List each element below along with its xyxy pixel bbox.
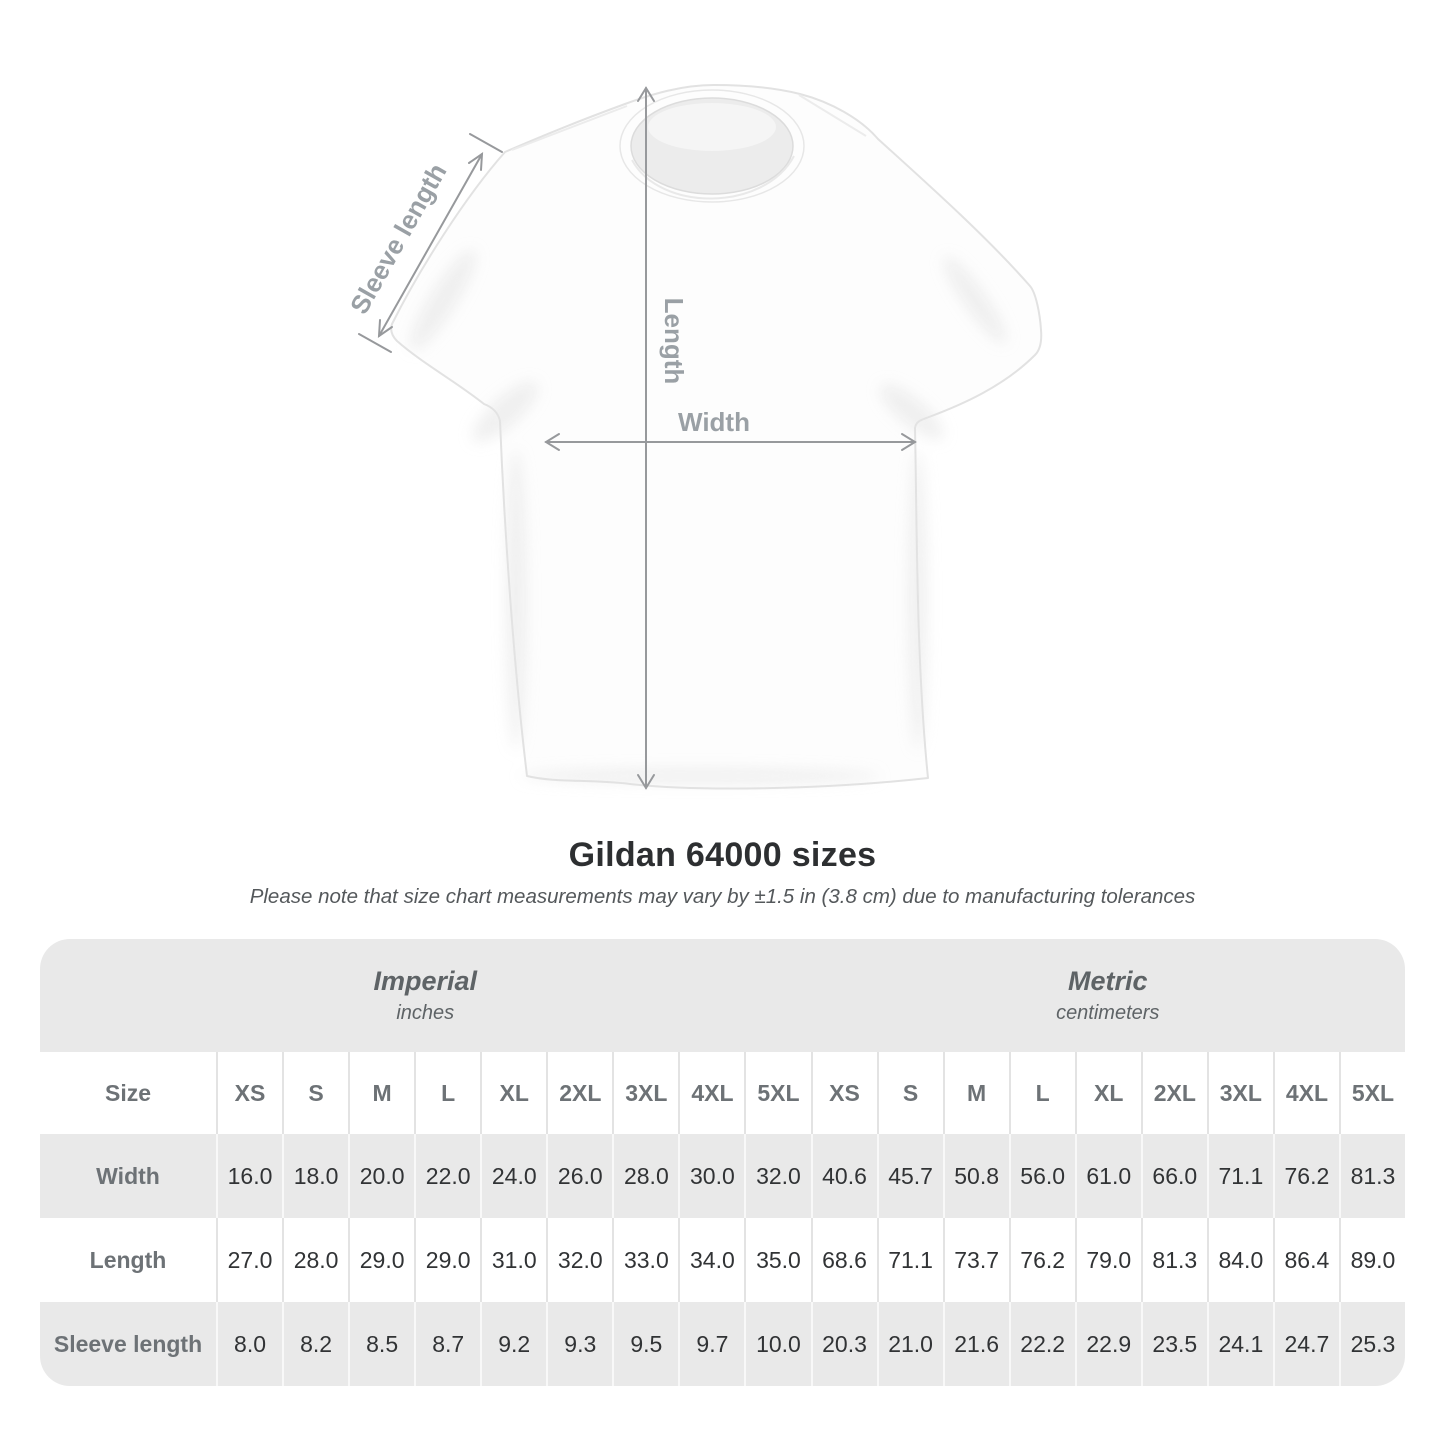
measurement-cell: 16.0 bbox=[216, 1134, 283, 1218]
size-chart-table: Imperial inches Metric centimeters Size … bbox=[40, 939, 1405, 1386]
size-column-label: M bbox=[348, 1052, 415, 1134]
size-column-label: 2XL bbox=[1140, 1052, 1207, 1134]
measurement-cell: 35.0 bbox=[744, 1218, 811, 1302]
size-column-label: L bbox=[414, 1052, 481, 1134]
measurement-cell: 27.0 bbox=[216, 1218, 283, 1302]
measurement-cell: 21.6 bbox=[942, 1302, 1009, 1386]
tshirt-collar bbox=[511, 89, 867, 203]
tshirt-measurement-diagram: Width Length Sleeve length bbox=[344, 84, 1043, 790]
size-column-label: 3XL bbox=[612, 1052, 679, 1134]
measurement-cell: 33.0 bbox=[612, 1218, 679, 1302]
measurement-cell: 21.0 bbox=[876, 1302, 943, 1386]
measurement-cell: 28.0 bbox=[612, 1134, 679, 1218]
size-column-label: XL bbox=[480, 1052, 547, 1134]
measurement-cell: 32.0 bbox=[744, 1134, 811, 1218]
measurement-cell: 34.0 bbox=[678, 1218, 745, 1302]
imperial-section-header: Imperial inches bbox=[40, 939, 811, 1052]
measurement-cell: 24.0 bbox=[480, 1134, 547, 1218]
measurement-cell: 25.3 bbox=[1338, 1302, 1405, 1386]
measurement-cell: 22.9 bbox=[1074, 1302, 1141, 1386]
size-column-label: S bbox=[876, 1052, 943, 1134]
measurement-cell: 28.0 bbox=[282, 1218, 349, 1302]
measurement-cell: 24.7 bbox=[1272, 1302, 1339, 1386]
measurement-cell: 10.0 bbox=[744, 1302, 811, 1386]
row-label-width: Width bbox=[40, 1134, 216, 1218]
measurement-cell: 79.0 bbox=[1074, 1218, 1141, 1302]
measurement-cell: 9.2 bbox=[480, 1302, 547, 1386]
measurement-cell: 86.4 bbox=[1272, 1218, 1339, 1302]
tshirt-shading bbox=[410, 250, 1007, 783]
measurement-cell: 40.6 bbox=[810, 1134, 877, 1218]
row-label-sleeve-length: Sleeve length bbox=[40, 1302, 216, 1386]
measurement-cell: 68.6 bbox=[810, 1218, 877, 1302]
measurement-cell: 45.7 bbox=[876, 1134, 943, 1218]
measurement-cell: 8.7 bbox=[414, 1302, 481, 1386]
measurement-cell: 9.3 bbox=[546, 1302, 613, 1386]
size-column-label: M bbox=[942, 1052, 1009, 1134]
measurement-cell: 76.2 bbox=[1272, 1134, 1339, 1218]
measurement-cell: 29.0 bbox=[348, 1218, 415, 1302]
measurement-cell: 66.0 bbox=[1140, 1134, 1207, 1218]
tolerance-note: Please note that size chart measurements… bbox=[249, 885, 1196, 908]
width-arrow-label: Width bbox=[678, 407, 750, 437]
width-arrow bbox=[544, 433, 917, 451]
measurement-cell: 81.3 bbox=[1338, 1134, 1405, 1218]
measurement-cell: 31.0 bbox=[480, 1218, 547, 1302]
size-column-header: Size bbox=[40, 1052, 216, 1134]
page-title: Gildan 64000 sizes bbox=[568, 836, 877, 874]
imperial-section-unit: inches bbox=[396, 1002, 455, 1024]
measurement-cell: 20.3 bbox=[810, 1302, 877, 1386]
metric-section-name: Metric bbox=[1067, 966, 1148, 996]
measurement-cell: 50.8 bbox=[942, 1134, 1009, 1218]
measurement-cell: 84.0 bbox=[1206, 1218, 1273, 1302]
measurement-cell: 76.2 bbox=[1008, 1218, 1075, 1302]
measurement-cell: 61.0 bbox=[1074, 1134, 1141, 1218]
imperial-section-name: Imperial bbox=[373, 966, 478, 996]
length-arrow bbox=[637, 86, 655, 790]
measurement-cell: 26.0 bbox=[546, 1134, 613, 1218]
tshirt-photo bbox=[390, 84, 1043, 790]
size-column-label: 4XL bbox=[1272, 1052, 1339, 1134]
size-column-label: 5XL bbox=[1338, 1052, 1405, 1134]
metric-section-header: Metric centimeters bbox=[810, 939, 1405, 1052]
measurement-cell: 29.0 bbox=[414, 1218, 481, 1302]
row-label-length: Length bbox=[40, 1218, 216, 1302]
measurement-cell: 71.1 bbox=[876, 1218, 943, 1302]
measurement-cell: 9.7 bbox=[678, 1302, 745, 1386]
measurement-cell: 8.0 bbox=[216, 1302, 283, 1386]
length-arrow-label: Length bbox=[659, 298, 689, 385]
size-column-label: 2XL bbox=[546, 1052, 613, 1134]
measurement-cell: 8.2 bbox=[282, 1302, 349, 1386]
size-column-label: XS bbox=[810, 1052, 877, 1134]
measurement-cell: 89.0 bbox=[1338, 1218, 1405, 1302]
measurement-cell: 8.5 bbox=[348, 1302, 415, 1386]
size-column-label: XS bbox=[216, 1052, 283, 1134]
size-column-label: XL bbox=[1074, 1052, 1141, 1134]
measurement-cell: 9.5 bbox=[612, 1302, 679, 1386]
sleeve-length-arrow bbox=[358, 133, 503, 353]
size-column-label: 3XL bbox=[1206, 1052, 1273, 1134]
measurement-cell: 22.2 bbox=[1008, 1302, 1075, 1386]
measurement-cell: 71.1 bbox=[1206, 1134, 1273, 1218]
size-column-label: 4XL bbox=[678, 1052, 745, 1134]
size-column-label: S bbox=[282, 1052, 349, 1134]
measurement-cell: 30.0 bbox=[678, 1134, 745, 1218]
measurement-cell: 18.0 bbox=[282, 1134, 349, 1218]
size-column-label: L bbox=[1008, 1052, 1075, 1134]
measurement-cell: 81.3 bbox=[1140, 1218, 1207, 1302]
measurement-cell: 24.1 bbox=[1206, 1302, 1273, 1386]
measurement-cell: 32.0 bbox=[546, 1218, 613, 1302]
size-column-label: 5XL bbox=[744, 1052, 811, 1134]
measurement-cell: 73.7 bbox=[942, 1218, 1009, 1302]
tshirt-diagram-svg: Width Length Sleeve length bbox=[344, 84, 1043, 790]
measurement-cell: 23.5 bbox=[1140, 1302, 1207, 1386]
measurement-cell: 22.0 bbox=[414, 1134, 481, 1218]
metric-section-unit: centimeters bbox=[1056, 1002, 1160, 1024]
measurement-cell: 20.0 bbox=[348, 1134, 415, 1218]
measurement-cell: 56.0 bbox=[1008, 1134, 1075, 1218]
